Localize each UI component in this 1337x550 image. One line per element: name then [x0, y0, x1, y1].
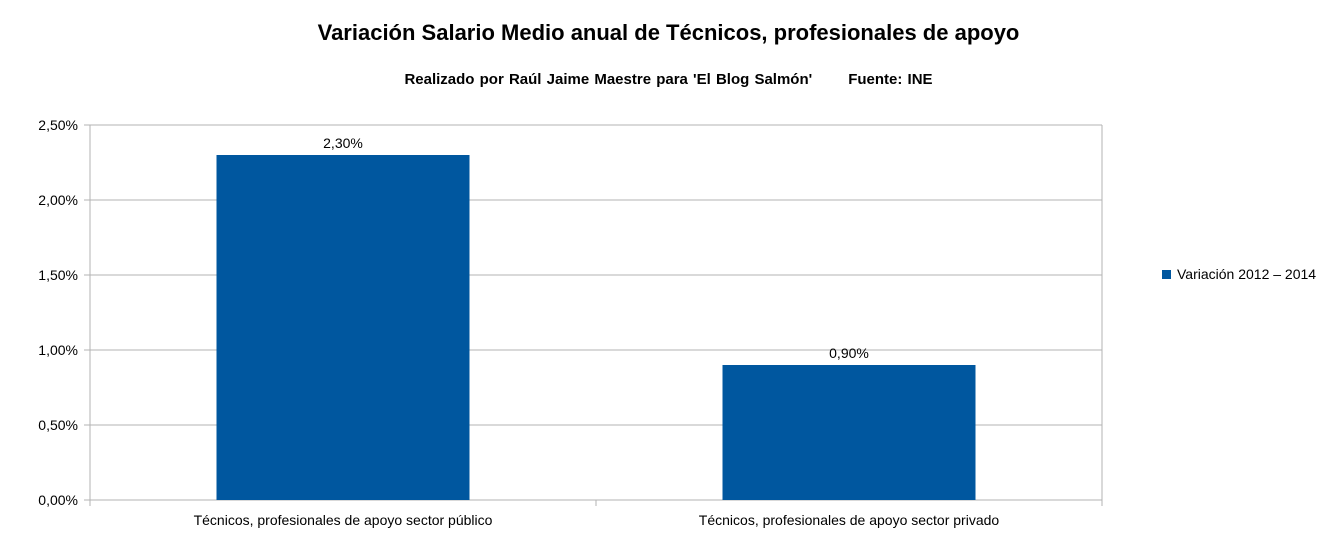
y-tick-label: 1,50%	[38, 267, 78, 283]
chart-subtitle: Realizado por Raúl Jaime Maestre para 'E…	[0, 71, 1337, 88]
bar	[216, 155, 470, 500]
y-tick-label: 0,50%	[38, 417, 78, 433]
y-tick-label: 0,00%	[38, 492, 78, 508]
data-label: 2,30%	[323, 135, 363, 151]
legend-label: Variación 2012 – 2014	[1177, 266, 1317, 282]
y-tick-label: 2,00%	[38, 192, 78, 208]
y-tick-label: 2,50%	[38, 117, 78, 133]
subtitle-author: Realizado por Raúl Jaime Maestre para 'E…	[404, 71, 813, 88]
x-category-label: Técnicos, profesionales de apoyo sector …	[699, 512, 1000, 528]
bar	[722, 365, 976, 500]
data-label: 0,90%	[829, 345, 869, 361]
legend-swatch	[1162, 269, 1171, 279]
subtitle-source: Fuente: INE	[848, 71, 933, 88]
y-tick-label: 1,00%	[38, 342, 78, 358]
chart-title: Variación Salario Medio anual de Técnico…	[317, 20, 1020, 45]
x-category-label: Técnicos, profesionales de apoyo sector …	[194, 512, 493, 528]
legend: Variación 2012 – 2014	[1162, 266, 1316, 282]
